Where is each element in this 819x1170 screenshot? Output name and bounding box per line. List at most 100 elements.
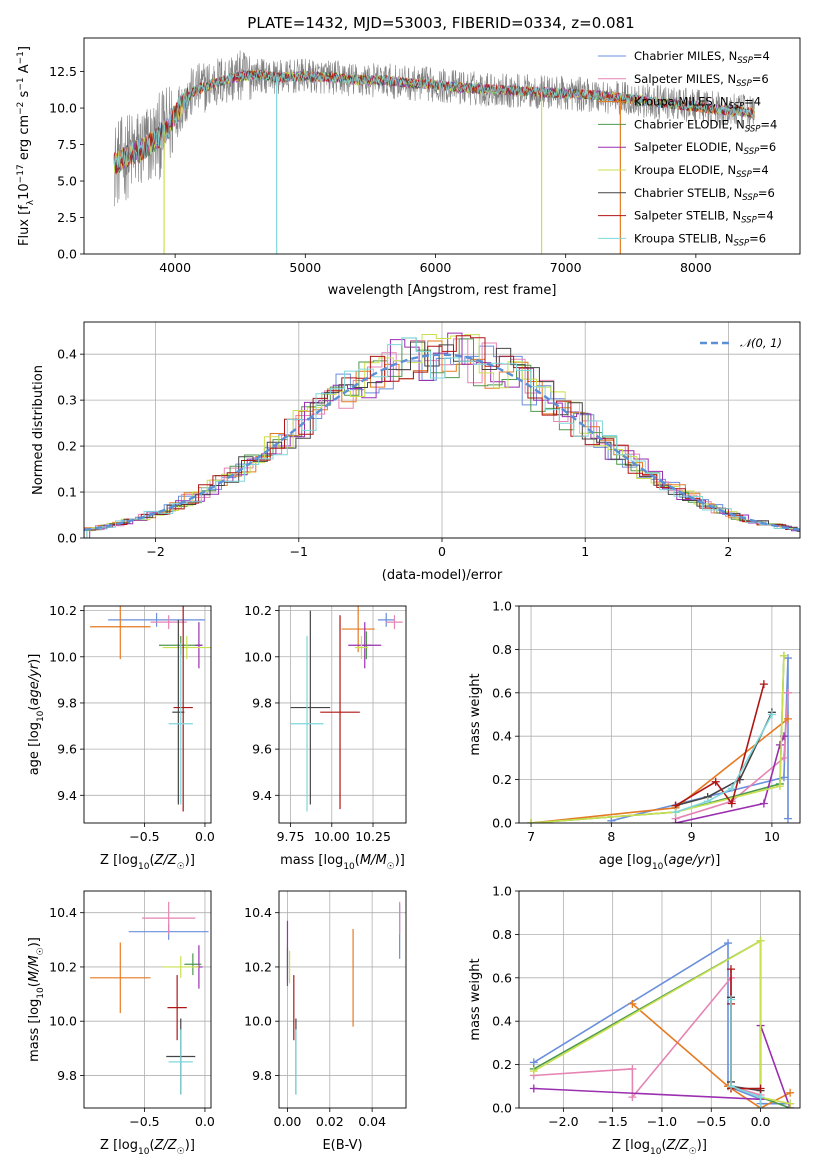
plot-area [286,901,401,1095]
y-tick-label: 9.8 [252,1068,272,1083]
x-tick-label: −2 [146,544,164,559]
series-line-6 [730,997,761,1092]
y-axis-label: age [log10(age/yr)] [27,654,46,776]
legend-label: Kroupa STELIB, NSSP=6 [634,231,766,248]
y-tick-label: 0.4 [492,1014,512,1029]
series-marker-4 [529,1084,538,1093]
y-tick-label: 0.1 [57,485,77,500]
series-marker-5 [529,1067,538,1076]
series-marker-2 [783,714,792,723]
y-axis-label: mass weight [468,958,483,1040]
legend-label: Kroupa ELODIE, NSSP=4 [634,163,769,180]
x-tick-label: 9.75 [277,829,305,844]
x-tick-label: 7000 [550,260,582,275]
chart-spectrum: 4000 5000 6000 7000 8000 0.0 2.5 5.0 7.5 10.0 12.5… [16,37,801,298]
legend-label: Salpeter STELIB, NSSP=4 [634,209,774,226]
series-line-0 [533,941,791,1105]
series-marker-4 [775,740,784,749]
spectrum-plot-area [113,50,755,254]
x-tick-label: −0.5 [129,1114,159,1129]
x-axis-label: Z [log10(Z/Z☉)] [612,1138,707,1157]
observed-spectrum [113,50,755,207]
series-marker-0 [607,816,616,823]
y-tick-label: 0.8 [492,927,512,942]
figure-title: PLATE=1432, MJD=53003, FIBERID=0334, z=0… [247,14,634,32]
series-line-1 [533,975,761,1100]
legend-label: Salpeter MILES, NSSP=6 [634,72,769,89]
y-axis-label: Flux [fλ10−17 erg cm−2 s−1 A−1] [16,46,36,246]
axes-frame [278,605,407,824]
series-marker-8 [671,808,680,817]
series-marker-0 [783,814,792,823]
chart-massweight_vs_Z: −2.0 −1.5 −1.0 −0.5 0.0 0.0 0.2 0.4 0.6 0.8 1.0 Z [… [468,884,801,1157]
x-tick-label: 0.0 [195,1114,215,1129]
axes-frame [83,37,801,255]
y-tick-label: 2.5 [57,210,77,225]
legend-label: Salpeter ELODIE, NSSP=6 [634,140,776,157]
y-axis-label: Normed distribution [31,365,46,495]
series-marker-7 [726,965,735,974]
x-tick-label: 6000 [420,260,452,275]
y-tick-label: 1.0 [492,599,512,614]
plot-area [527,651,792,823]
series-marker-0 [783,654,792,663]
legend-label: Chabrier MILES, NSSP=4 [634,49,770,66]
series-marker-0 [779,773,788,782]
series-marker-5 [786,1099,795,1108]
x-tick-label: 0.00 [274,1114,302,1129]
plot-area [90,901,209,1095]
series-marker-5 [527,819,536,823]
y-tick-label: 0.0 [492,816,512,831]
chart-mass_vs_EBV: 0.00 0.02 0.04 9.8 10.0 10.2 10.4 E(B-V) [244,890,407,1153]
series-marker-8 [727,784,736,793]
y-tick-label: 10.0 [244,649,272,664]
x-tick-label: −1.0 [647,1114,677,1129]
x-tick-label: 0.0 [751,1114,771,1129]
x-tick-label: −1.5 [597,1114,627,1129]
chart-age_vs_Z: −0.5 0.0 9.4 9.6 9.8 10.0 10.2 Z [log10(Z/Z☉)] a… [27,603,215,872]
y-tick-label: 9.4 [252,788,272,803]
y-tick-label: 10.2 [244,959,272,974]
series-marker-7 [756,1084,765,1093]
y-tick-label: 0.2 [492,1057,512,1072]
axes-frame [518,890,801,1109]
y-tick-label: 0.6 [492,970,512,985]
y-tick-label: 9.4 [57,788,77,803]
x-tick-label: 7 [527,829,535,844]
series-marker-2 [628,999,637,1008]
y-tick-label: 0.8 [492,642,512,657]
y-tick-label: 7.5 [57,137,77,152]
x-tick-label: 0.02 [316,1114,344,1129]
x-tick-label: 9 [688,829,696,844]
y-tick-label: 10.4 [244,905,272,920]
series-marker-2 [786,1088,795,1097]
x-tick-label: 8000 [680,260,712,275]
x-axis-label: wavelength [Angstrom, rest frame] [328,283,557,298]
series-marker-7 [711,777,720,786]
x-tick-label: 1 [581,544,589,559]
histogram-series-7 [84,335,800,538]
x-axis-label: (data-model)/error [382,568,503,583]
x-tick-label: 0.0 [195,829,215,844]
x-tick-label: 2 [724,544,732,559]
y-axis-label: mass [log10(M/M☉)] [27,937,46,1062]
histogram-area [84,332,800,538]
x-tick-label: 10.00 [314,829,350,844]
y-tick-label: 0.2 [57,439,77,454]
series-line-3 [530,655,785,823]
histogram-series-0 [84,345,800,530]
chart-mass_vs_Z: −0.5 0.0 9.8 10.0 10.2 10.4 Z [log10(Z/Z☉)] mas… [27,890,215,1157]
y-tick-label: 0.3 [57,393,77,408]
plot-area [290,606,403,812]
series-marker-5 [756,936,765,945]
legend: Chabrier MILES, NSSP=4 Salpeter MILES, NS… [598,49,777,248]
legend-label: 𝒩(0, 1) [740,336,782,350]
plot-area [529,936,795,1108]
y-tick-label: 9.6 [252,742,272,757]
axes-frame [83,890,212,1109]
chart-residuals: −2 −1 0 1 2 0.0 0.1 0.2 0.3 0.4 (data-model)/error… [31,321,801,583]
x-tick-label: 0.04 [358,1114,386,1129]
model-spectrum-7 [113,69,755,175]
x-tick-label: 10 [764,829,780,844]
